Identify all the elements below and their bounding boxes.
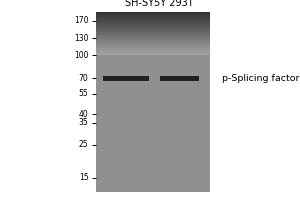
Bar (96, 13, 210, 15)
Bar (96, 54, 210, 55)
Bar (96, 45, 210, 46)
Text: 55: 55 (79, 89, 88, 98)
Bar (96, 28, 210, 29)
Bar (96, 46, 210, 48)
Text: 170: 170 (74, 16, 88, 25)
Bar (96, 18, 210, 19)
Bar (96, 36, 210, 38)
Text: 25: 25 (79, 140, 88, 149)
Bar (96, 49, 210, 51)
Bar (96, 26, 210, 28)
Bar (96, 35, 210, 36)
Bar (160, 76, 200, 81)
Bar (96, 48, 210, 49)
Bar (96, 38, 210, 39)
Bar (96, 25, 210, 26)
Text: 100: 100 (74, 51, 88, 60)
Bar (96, 22, 210, 23)
Text: p-Splicing factor 1 (S82): p-Splicing factor 1 (S82) (222, 74, 300, 83)
Bar (103, 76, 149, 81)
Bar (96, 29, 210, 31)
Bar (96, 34, 210, 35)
Bar (96, 41, 210, 42)
Bar (96, 51, 210, 52)
Bar (96, 31, 210, 32)
Text: 15: 15 (79, 173, 88, 182)
Bar (96, 12, 210, 13)
Text: 70: 70 (79, 74, 88, 83)
Bar (96, 15, 210, 16)
Bar (96, 12, 210, 192)
Bar (96, 39, 210, 41)
Bar (96, 19, 210, 21)
Text: 40: 40 (79, 110, 88, 119)
Text: SH-SY5Y 293T: SH-SY5Y 293T (125, 0, 193, 8)
Bar (96, 32, 210, 34)
Bar (96, 21, 210, 22)
Bar (96, 42, 210, 44)
Bar (96, 44, 210, 45)
Text: 130: 130 (74, 34, 88, 43)
Bar (96, 16, 210, 18)
Bar (96, 23, 210, 25)
Text: 35: 35 (79, 118, 88, 127)
Bar (96, 52, 210, 54)
